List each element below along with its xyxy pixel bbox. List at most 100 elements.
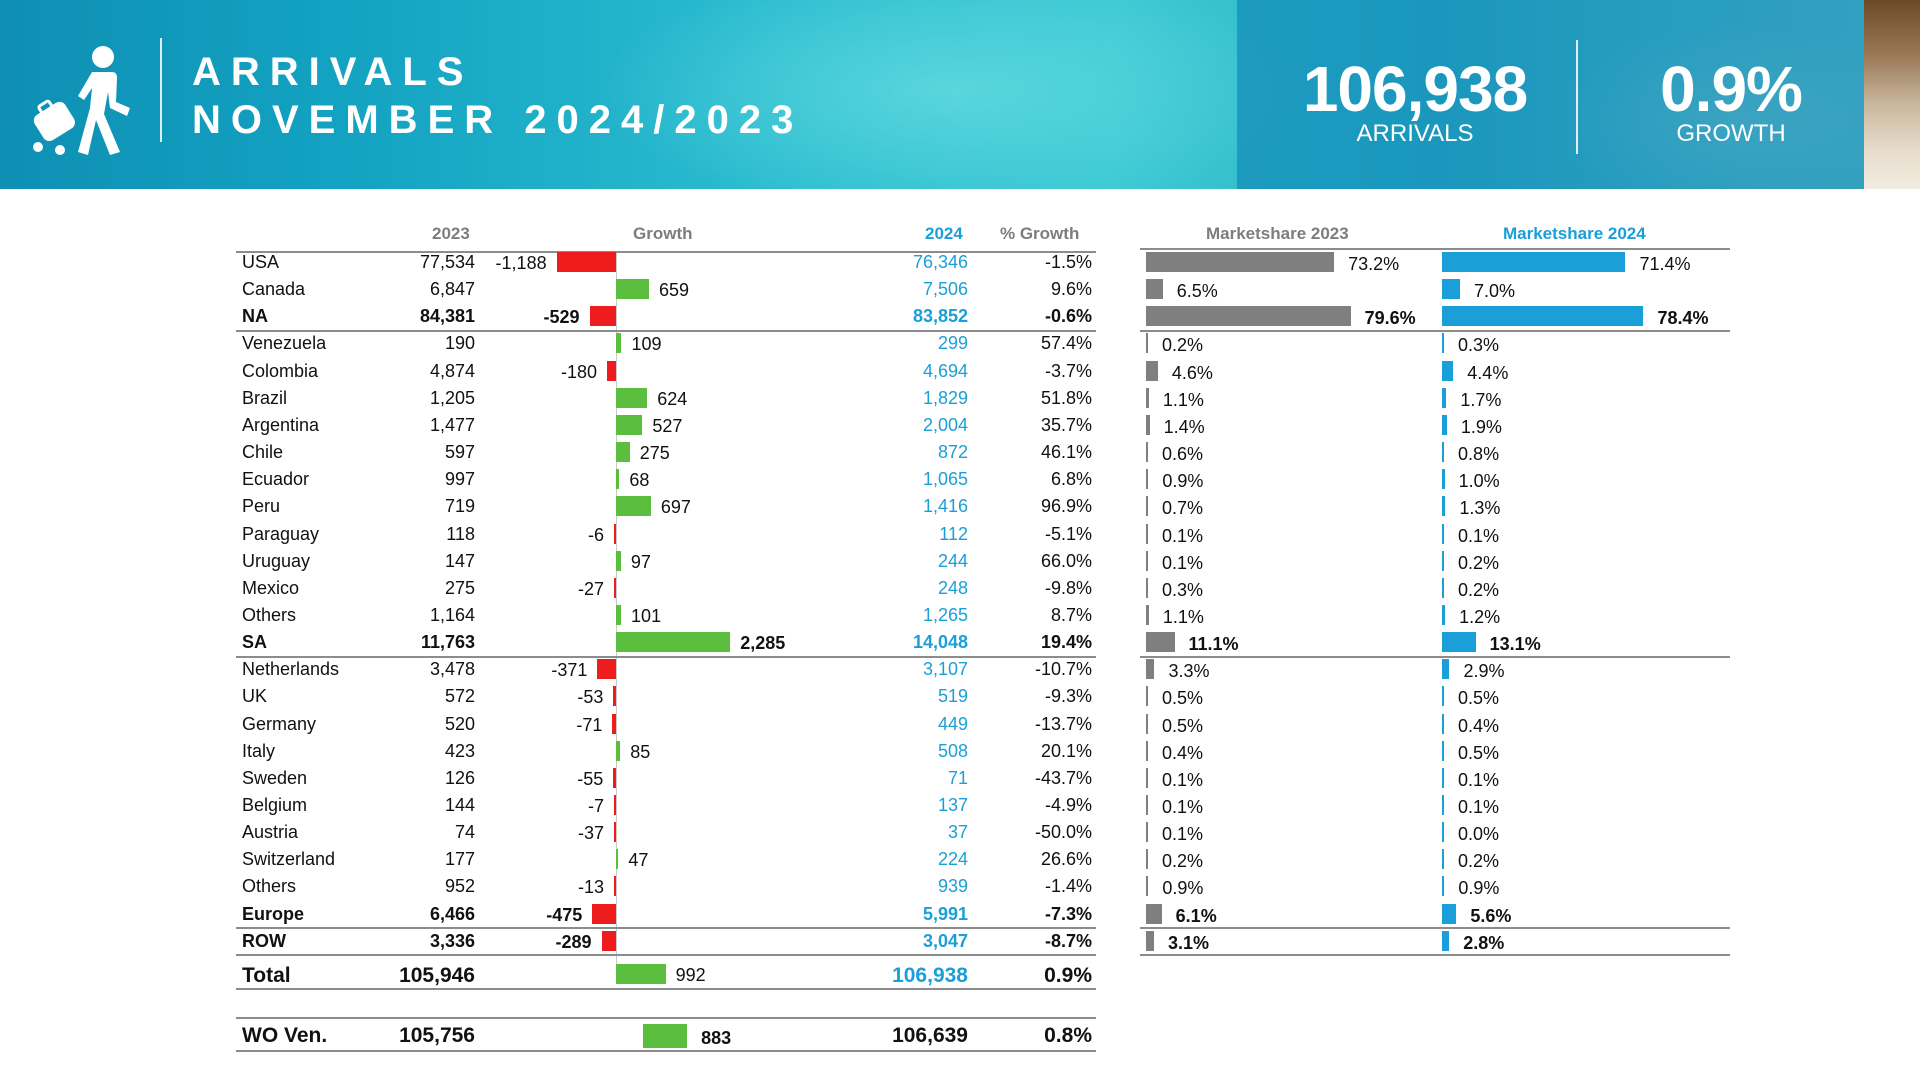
- value-2024: 248: [937, 577, 968, 598]
- value-2024: 244: [937, 550, 968, 571]
- header-marketshare-2024: Marketshare 2024: [1503, 224, 1646, 243]
- pct-growth: -9.3%: [1044, 686, 1092, 707]
- header-growth: Growth: [633, 224, 693, 243]
- marketshare-2024-bar: [1442, 279, 1460, 300]
- value-2024: 872: [937, 442, 968, 463]
- row-name: Brazil: [242, 387, 288, 408]
- growth-bar: [616, 442, 630, 463]
- value-2024: 3,107: [922, 659, 968, 680]
- marketshare-2023-bar: [1146, 442, 1148, 463]
- header-banner: ARRIVALS NOVEMBER 2024/2023 106,938 ARRI…: [0, 0, 1920, 189]
- growth-label: -1,188: [495, 253, 547, 273]
- marketshare-2023-label: 1.4%: [1163, 416, 1205, 437]
- marketshare-2023-label: 79.6%: [1364, 308, 1416, 329]
- value-2023: 1,164: [429, 604, 475, 625]
- marketshare-2023-bar: [1146, 306, 1351, 327]
- value-2024: 1,416: [922, 496, 968, 517]
- pct-growth: 8.7%: [1050, 604, 1092, 625]
- growth-bar: [607, 360, 616, 381]
- growth-bar: [616, 740, 621, 761]
- growth-bar: [614, 795, 616, 815]
- marketshare-2023-bar: [1146, 469, 1149, 490]
- growth-bar: [614, 523, 616, 544]
- section-rule: [236, 954, 1096, 956]
- marketshare-2023-label: 4.6%: [1171, 362, 1213, 383]
- value-2024: 299: [937, 333, 968, 354]
- value-2023: 177: [444, 849, 475, 870]
- marketshare-2024-label: 0.1%: [1458, 525, 1500, 546]
- marketshare-2024-bar: [1442, 795, 1444, 815]
- marketshare-2023-bar: [1146, 604, 1149, 625]
- value-2023: 126: [444, 767, 475, 788]
- value-2024: 71: [947, 767, 968, 788]
- value-2024: 37: [947, 822, 968, 843]
- kpi-panel: [1237, 0, 1864, 189]
- marketshare-2024-label: 78.4%: [1657, 308, 1709, 329]
- marketshare-2023-bar: [1146, 360, 1158, 381]
- row-name: Canada: [242, 279, 306, 300]
- marketshare-2024-bar: [1442, 496, 1446, 517]
- growth-label: -180: [560, 361, 597, 382]
- pct-growth: 26.6%: [1040, 849, 1092, 870]
- row-name: Austria: [242, 822, 299, 843]
- marketshare-2024-bar: [1442, 523, 1444, 544]
- header-rule: [236, 251, 1096, 253]
- marketshare-2023-bar: [1146, 876, 1149, 897]
- value-2023: 77,534: [419, 252, 475, 272]
- kpi-divider: [1576, 40, 1578, 154]
- total-rule-bottom: [236, 988, 1096, 990]
- marketshare-2024-bar: [1442, 632, 1476, 653]
- growth-bar: [616, 469, 620, 490]
- header-2024: 2024: [925, 224, 963, 243]
- marketshare-2024-bar: [1442, 469, 1445, 490]
- growth-bar: [616, 333, 622, 354]
- marketshare-2023-label: 0.9%: [1162, 878, 1204, 899]
- value-2024: 519: [937, 686, 968, 707]
- marketshare-2023-bar: [1146, 767, 1148, 788]
- section-rule: [1140, 656, 1730, 658]
- total-value-2023: 105,946: [399, 964, 475, 987]
- growth-bar: [616, 550, 621, 571]
- value-2024: 14,048: [912, 632, 968, 653]
- marketshare-2024-label: 1.2%: [1459, 606, 1501, 627]
- marketshare-2024-label: 1.0%: [1458, 471, 1500, 492]
- value-2023: 997: [444, 469, 475, 490]
- marketshare-2023-label: 0.1%: [1162, 824, 1204, 845]
- marketshare-2023-label: 0.1%: [1162, 525, 1204, 546]
- marketshare-2023-label: 6.1%: [1175, 905, 1217, 926]
- marketshare-2023-bar: [1146, 849, 1148, 870]
- marketshare-2023-bar: [1146, 632, 1175, 653]
- growth-label: -7: [587, 796, 604, 816]
- wo-ven-rule-bottom: [236, 1050, 1096, 1052]
- marketshare-2024-label: 1.7%: [1460, 389, 1502, 410]
- marketshare-2024-label: 71.4%: [1639, 254, 1691, 274]
- section-rule: [236, 330, 1096, 332]
- banner-title-line1: ARRIVALS: [192, 50, 474, 94]
- row-name: NA: [242, 306, 268, 327]
- marketshare-2023-bar: [1146, 822, 1148, 843]
- marketshare-2024-bar: [1442, 414, 1447, 435]
- value-2024: 1,265: [922, 604, 968, 625]
- value-2023: 719: [444, 496, 475, 517]
- pct-growth: 20.1%: [1040, 740, 1092, 761]
- growth-bar: [613, 686, 616, 707]
- value-2023: 423: [444, 740, 475, 761]
- value-2024: 2,004: [922, 414, 968, 435]
- growth-label: 275: [639, 443, 670, 464]
- marketshare-2024-label: 4.4%: [1467, 362, 1509, 383]
- row-name: Venezuela: [242, 333, 327, 354]
- kpi-growth-label: GROWTH: [1676, 120, 1786, 147]
- marketshare-2024-label: 1.9%: [1460, 416, 1502, 437]
- row-name: Argentina: [242, 414, 320, 435]
- marketshare-2024-bar: [1442, 686, 1444, 707]
- row-name: Netherlands: [242, 659, 340, 680]
- value-2024: 112: [939, 523, 968, 544]
- marketshare-2024-label: 5.6%: [1470, 905, 1512, 926]
- pct-growth: 35.7%: [1040, 414, 1092, 435]
- value-2024: 1,065: [922, 469, 968, 490]
- marketshare-2024-label: 0.0%: [1458, 824, 1500, 845]
- value-2023: 597: [444, 442, 475, 463]
- value-2023: 11,763: [420, 632, 475, 653]
- banner-divider: [160, 38, 162, 142]
- row-name: Colombia: [242, 360, 319, 381]
